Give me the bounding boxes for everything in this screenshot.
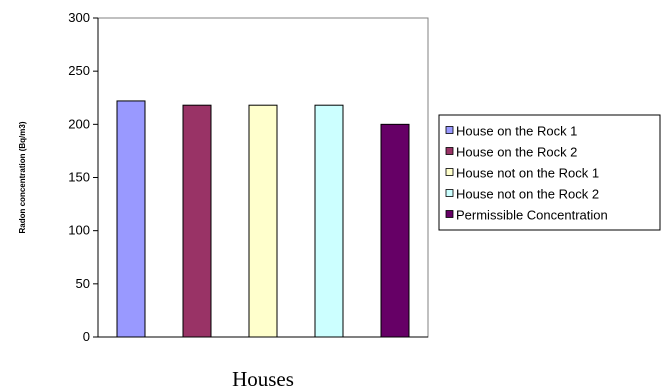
y-axis-title: Radon concentration (Bq/m3) [18,121,27,233]
legend-swatch [445,210,454,218]
legend-label: House on the Rock 2 [456,145,577,160]
y-axis: 0 50 100 150 200 250 300 [68,10,428,344]
y-tick-label: 250 [68,63,90,78]
legend-swatch [445,189,454,197]
legend-swatch [445,147,454,155]
y-tick-label: 100 [68,223,90,238]
bar [380,123,410,338]
bars [116,100,410,338]
bar [314,104,344,338]
y-tick-label: 0 [83,329,90,344]
legend-label: House not on the Rock 1 [456,166,599,181]
bar [248,104,278,338]
legend-label: House on the Rock 1 [456,124,577,139]
y-tick-label: 200 [68,116,90,131]
legend: House on the Rock 1 House on the Rock 2 Ho… [438,114,661,231]
y-tick-label: 150 [68,170,90,185]
legend-label: House not on the Rock 2 [456,187,599,202]
x-axis-title: Houses [232,367,294,390]
legend-swatch [445,126,454,134]
y-tick-label: 50 [76,276,90,291]
bar [116,100,146,338]
legend-swatch [445,168,454,176]
plot-area: 0 50 100 150 200 250 300 [68,10,429,344]
legend-box [438,114,661,231]
bar [182,104,212,338]
legend-label: Permissible Concentration [456,208,608,223]
y-tick-label: 300 [68,10,90,25]
